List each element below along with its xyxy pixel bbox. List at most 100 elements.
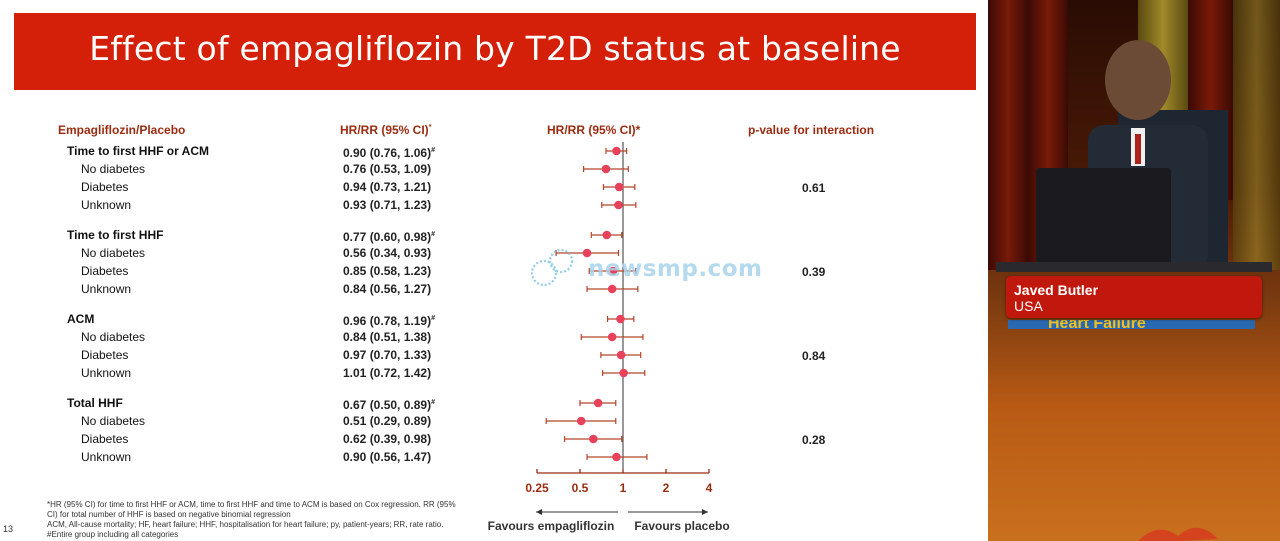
subgroup-label: Diabetes bbox=[81, 432, 129, 446]
hr-value: 0.90 (0.56, 1.47) bbox=[343, 450, 431, 464]
slide-title: Effect of empagliflozin by T2D status at… bbox=[89, 29, 901, 68]
favours-right-label: Favours placebo bbox=[634, 519, 729, 533]
hr-value-text: 0.93 (0.71, 1.23) bbox=[343, 198, 432, 212]
backdrop-text: Heart Failure bbox=[1048, 320, 1146, 329]
hr-value: 0.56 (0.34, 0.93) bbox=[343, 246, 431, 260]
hr-value: 0.77 (0.60, 0.98)# bbox=[343, 228, 435, 244]
group-label: Total HHF bbox=[67, 396, 123, 410]
point-estimate bbox=[601, 164, 611, 174]
footnote: *HR (95% CI) for time to first HHF or AC… bbox=[47, 500, 462, 540]
footnote-1: *HR (95% CI) for time to first HHF or AC… bbox=[47, 500, 456, 519]
point-estimate bbox=[576, 416, 586, 426]
subgroup-label: Unknown bbox=[81, 450, 132, 464]
p-value: 0.28 bbox=[802, 433, 826, 447]
point-estimate bbox=[614, 200, 623, 210]
x-tick-label: 2 bbox=[663, 481, 670, 495]
slide: Effect of empagliflozin by T2D status at… bbox=[0, 0, 988, 541]
hr-value-text: 0.84 (0.51, 1.38) bbox=[343, 330, 432, 344]
hr-value: 0.94 (0.73, 1.21) bbox=[343, 180, 431, 194]
subgroup-label: Diabetes bbox=[81, 180, 129, 194]
speaker-country: USA bbox=[1014, 298, 1043, 314]
p-value: 0.39 bbox=[802, 265, 826, 279]
hr-value-text: 0.94 (0.73, 1.21) bbox=[343, 180, 432, 194]
hr-value-text: 0.67 (0.50, 0.89) bbox=[343, 398, 432, 412]
hr-value: 0.93 (0.71, 1.23) bbox=[343, 198, 431, 212]
hr-value-mark: # bbox=[431, 315, 435, 322]
hr-value-text: 0.90 (0.56, 1.47) bbox=[343, 450, 432, 464]
hr-value-text: 0.84 (0.56, 1.27) bbox=[343, 282, 432, 296]
header-p-value: p-value for interaction bbox=[748, 123, 875, 137]
hr-value: 0.96 (0.78, 1.19)# bbox=[343, 312, 435, 328]
point-estimate bbox=[612, 452, 621, 462]
x-tick-label: 0.5 bbox=[572, 481, 589, 495]
footnote-2: ACM, All-cause mortality; HF, heart fail… bbox=[47, 520, 444, 539]
watermark-logo bbox=[528, 246, 580, 297]
hr-value: 0.84 (0.51, 1.38) bbox=[343, 330, 431, 344]
favours-left-label: Favours empagliflozin bbox=[488, 519, 615, 533]
x-tick-label: 4 bbox=[706, 481, 713, 495]
hr-value-text: 0.90 (0.76, 1.06) bbox=[343, 146, 432, 160]
speaker-nameplate: Javed Butler USA bbox=[1006, 276, 1262, 318]
backdrop-screen: Heart Failure bbox=[1008, 320, 1255, 329]
subgroup-label: No diabetes bbox=[81, 330, 146, 344]
point-estimate bbox=[582, 248, 592, 258]
point-estimate bbox=[608, 266, 618, 276]
point-estimate bbox=[593, 398, 603, 408]
hr-value-mark: # bbox=[431, 231, 435, 238]
point-estimate bbox=[619, 368, 628, 378]
point-estimate bbox=[614, 182, 624, 192]
hr-value-text: 0.51 (0.29, 0.89) bbox=[343, 414, 432, 428]
stage-backdrop bbox=[988, 0, 1280, 541]
point-estimate bbox=[602, 230, 612, 240]
group-label: Time to first HHF bbox=[67, 228, 164, 242]
group-label: ACM bbox=[67, 312, 95, 326]
hr-value-text: 0.62 (0.39, 0.98) bbox=[343, 432, 432, 446]
subgroup-label: No diabetes bbox=[81, 162, 146, 176]
hr-value-mark: # bbox=[431, 147, 435, 154]
group-label: Time to first HHF or ACM bbox=[67, 144, 210, 158]
hr-value-text: 1.01 (0.72, 1.42) bbox=[343, 366, 432, 380]
subgroup-label: No diabetes bbox=[81, 414, 146, 428]
hr-value-text: 0.96 (0.78, 1.19) bbox=[343, 314, 432, 328]
p-value: 0.61 bbox=[802, 181, 826, 195]
point-estimate bbox=[607, 332, 617, 342]
x-tick-label: 1 bbox=[620, 481, 627, 495]
header-group: Empagliflozin/Placebo bbox=[58, 123, 186, 137]
hr-value-mark: # bbox=[431, 399, 435, 406]
favours-right-arrowhead bbox=[702, 509, 708, 515]
hr-value: 0.76 (0.53, 1.09) bbox=[343, 162, 431, 176]
subgroup-label: Unknown bbox=[81, 282, 132, 296]
hr-value-text: 0.85 (0.58, 1.23) bbox=[343, 264, 432, 278]
subgroup-label: Diabetes bbox=[81, 264, 129, 278]
point-estimate bbox=[616, 350, 626, 360]
hr-value-text: 0.97 (0.70, 1.33) bbox=[343, 348, 432, 362]
hr-value: 0.62 (0.39, 0.98) bbox=[343, 432, 431, 446]
hr-value: 0.51 (0.29, 0.89) bbox=[343, 414, 431, 428]
p-value: 0.84 bbox=[802, 349, 826, 363]
watermark-text: newsmp.com bbox=[588, 256, 763, 282]
subgroup-label: Unknown bbox=[81, 366, 132, 380]
hr-value: 0.97 (0.70, 1.33) bbox=[343, 348, 431, 362]
title-bar: Effect of empagliflozin by T2D status at… bbox=[14, 13, 976, 90]
favours-left-arrowhead bbox=[536, 509, 542, 515]
header-hr: HR/RR (95% CI)* bbox=[340, 123, 431, 137]
subgroup-label: No diabetes bbox=[81, 246, 146, 260]
subgroup-label: Unknown bbox=[81, 198, 132, 212]
header-plot: HR/RR (95% CI)* bbox=[547, 123, 641, 137]
hr-value-text: 0.56 (0.34, 0.93) bbox=[343, 246, 432, 260]
x-tick-label: 0.25 bbox=[525, 481, 549, 495]
header-hr-text: HR/RR (95% CI) bbox=[340, 123, 429, 137]
point-estimate bbox=[607, 284, 617, 294]
hr-value: 0.90 (0.76, 1.06)# bbox=[343, 144, 435, 160]
point-estimate bbox=[616, 314, 625, 324]
speaker-video bbox=[988, 0, 1280, 541]
point-estimate bbox=[612, 146, 621, 156]
forest-plot: 0.25 0.5 1 2 4 Favours empagliflozin Favours p… bbox=[488, 142, 730, 533]
hr-value-text: 0.77 (0.60, 0.98) bbox=[343, 230, 432, 244]
hr-value: 1.01 (0.72, 1.42) bbox=[343, 366, 431, 380]
speaker-name: Javed Butler bbox=[1014, 282, 1099, 298]
subgroup-label: Diabetes bbox=[81, 348, 129, 362]
hr-value: 0.84 (0.56, 1.27) bbox=[343, 282, 431, 296]
point-estimate bbox=[589, 434, 598, 444]
page-number: 13 bbox=[3, 524, 14, 534]
